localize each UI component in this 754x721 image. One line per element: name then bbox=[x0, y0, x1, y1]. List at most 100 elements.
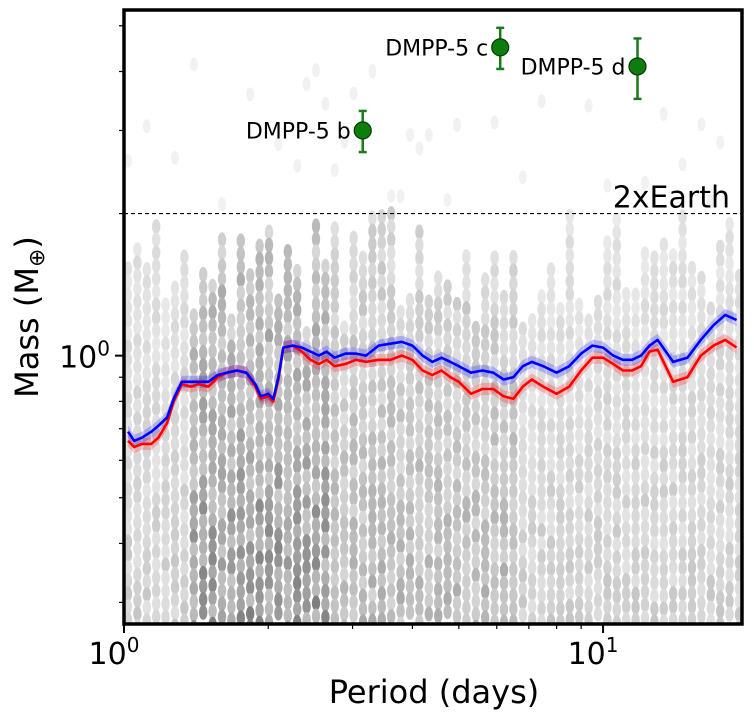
heatmap-cell bbox=[452, 465, 462, 481]
heatmap-cell bbox=[631, 287, 640, 303]
heatmap-cell bbox=[161, 505, 170, 521]
heatmap-cell bbox=[650, 484, 659, 500]
heatmap-cell bbox=[716, 512, 725, 528]
heatmap-cell bbox=[246, 528, 255, 544]
heatmap-cell bbox=[180, 366, 189, 382]
heatmap-cell bbox=[330, 520, 339, 536]
heatmap-cell bbox=[641, 175, 649, 190]
heatmap-cell bbox=[246, 463, 255, 479]
heatmap-cell bbox=[509, 484, 518, 500]
heatmap-cell bbox=[650, 406, 659, 422]
heatmap-cell bbox=[612, 225, 621, 241]
heatmap-cell bbox=[509, 250, 518, 266]
heatmap-cell bbox=[152, 596, 161, 612]
heatmap-cell bbox=[227, 482, 236, 498]
heatmap-cell bbox=[481, 376, 490, 392]
heatmap-cell bbox=[669, 573, 678, 589]
heatmap-cell bbox=[349, 490, 358, 506]
heatmap-cell bbox=[133, 385, 142, 401]
heatmap-cell bbox=[669, 521, 678, 537]
heatmap-cell bbox=[443, 578, 452, 594]
heatmap-cell bbox=[152, 453, 161, 469]
heatmap-cell bbox=[716, 239, 725, 255]
heatmap-cell bbox=[368, 405, 377, 421]
heatmap-cell bbox=[387, 323, 396, 339]
heatmap-cell bbox=[368, 444, 377, 460]
heatmap-cell bbox=[575, 570, 584, 586]
heatmap-cell bbox=[443, 396, 452, 412]
heatmap-cell bbox=[593, 476, 603, 492]
heatmap-cell bbox=[706, 431, 715, 447]
heatmap-cell bbox=[556, 458, 565, 474]
heatmap-cell bbox=[321, 518, 330, 534]
heatmap-cell bbox=[452, 478, 462, 494]
heatmap-cell bbox=[142, 482, 151, 498]
heatmap-cell bbox=[264, 497, 274, 513]
heatmap-cell bbox=[471, 489, 480, 505]
heatmap-cell bbox=[255, 524, 264, 540]
heatmap-cell bbox=[358, 315, 368, 331]
heatmap-cell bbox=[124, 586, 133, 602]
heatmap-cell bbox=[631, 508, 640, 524]
heatmap-cell bbox=[659, 106, 668, 121]
heatmap-cell bbox=[593, 502, 603, 518]
heatmap-cell bbox=[377, 365, 386, 381]
heatmap-cell bbox=[687, 442, 697, 458]
heatmap-cell bbox=[612, 576, 621, 592]
heatmap-cell bbox=[340, 437, 349, 453]
heatmap-cell bbox=[274, 462, 283, 478]
heatmap-cell bbox=[236, 402, 245, 418]
heatmap-cell bbox=[142, 300, 151, 316]
heatmap-cell bbox=[734, 450, 742, 466]
heatmap-cell bbox=[725, 268, 734, 284]
heatmap-cell bbox=[546, 444, 556, 460]
heatmap-cell bbox=[434, 296, 443, 312]
heatmap-cell bbox=[264, 432, 274, 448]
heatmap-cell bbox=[565, 247, 574, 263]
heatmap-cell bbox=[330, 533, 339, 549]
heatmap-cell bbox=[593, 385, 603, 401]
heatmap-cell bbox=[678, 274, 687, 290]
heatmap-cell bbox=[368, 288, 377, 304]
heatmap-cell bbox=[537, 510, 546, 526]
heatmap-cell bbox=[321, 258, 330, 274]
heatmap-cell bbox=[236, 532, 245, 548]
heatmap-cell bbox=[264, 588, 274, 604]
heatmap-cell bbox=[199, 331, 208, 347]
heatmap-cell bbox=[377, 534, 386, 550]
heatmap-cell bbox=[528, 611, 537, 624]
heatmap-cell bbox=[537, 484, 546, 500]
heatmap-cell bbox=[387, 284, 396, 300]
heatmap-cell bbox=[133, 489, 142, 505]
heatmap-cell bbox=[603, 287, 612, 303]
heatmap-cell bbox=[217, 258, 227, 274]
heatmap-cell bbox=[575, 323, 584, 339]
heatmap-cell bbox=[612, 329, 621, 345]
heatmap-cell bbox=[255, 303, 264, 319]
heatmap-cell bbox=[575, 466, 584, 482]
heatmap-cell bbox=[321, 479, 330, 495]
heatmap-cell bbox=[518, 568, 527, 584]
heatmap-cell bbox=[593, 307, 603, 323]
heatmap-cell bbox=[612, 394, 621, 410]
heatmap-cell bbox=[565, 442, 574, 458]
heatmap-cell bbox=[584, 417, 593, 433]
heatmap-cell bbox=[124, 417, 133, 433]
heatmap-cell bbox=[593, 411, 603, 427]
heatmap-cell bbox=[575, 375, 584, 391]
heatmap-cell bbox=[462, 314, 471, 330]
heatmap-cell bbox=[349, 321, 358, 337]
heatmap-cell bbox=[697, 413, 706, 429]
heatmap-cell bbox=[227, 495, 236, 511]
heatmap-cell bbox=[321, 375, 330, 391]
heatmap-cell bbox=[518, 581, 527, 597]
heatmap-cell bbox=[725, 294, 734, 310]
heatmap-cell bbox=[142, 261, 151, 277]
heatmap-cell bbox=[358, 601, 368, 617]
heatmap-cell bbox=[575, 557, 584, 573]
heatmap-cell bbox=[659, 471, 668, 487]
heatmap-cell bbox=[405, 318, 415, 334]
heatmap-cell bbox=[142, 586, 151, 602]
heatmap-cell bbox=[659, 419, 668, 435]
heatmap-cell bbox=[575, 544, 584, 560]
